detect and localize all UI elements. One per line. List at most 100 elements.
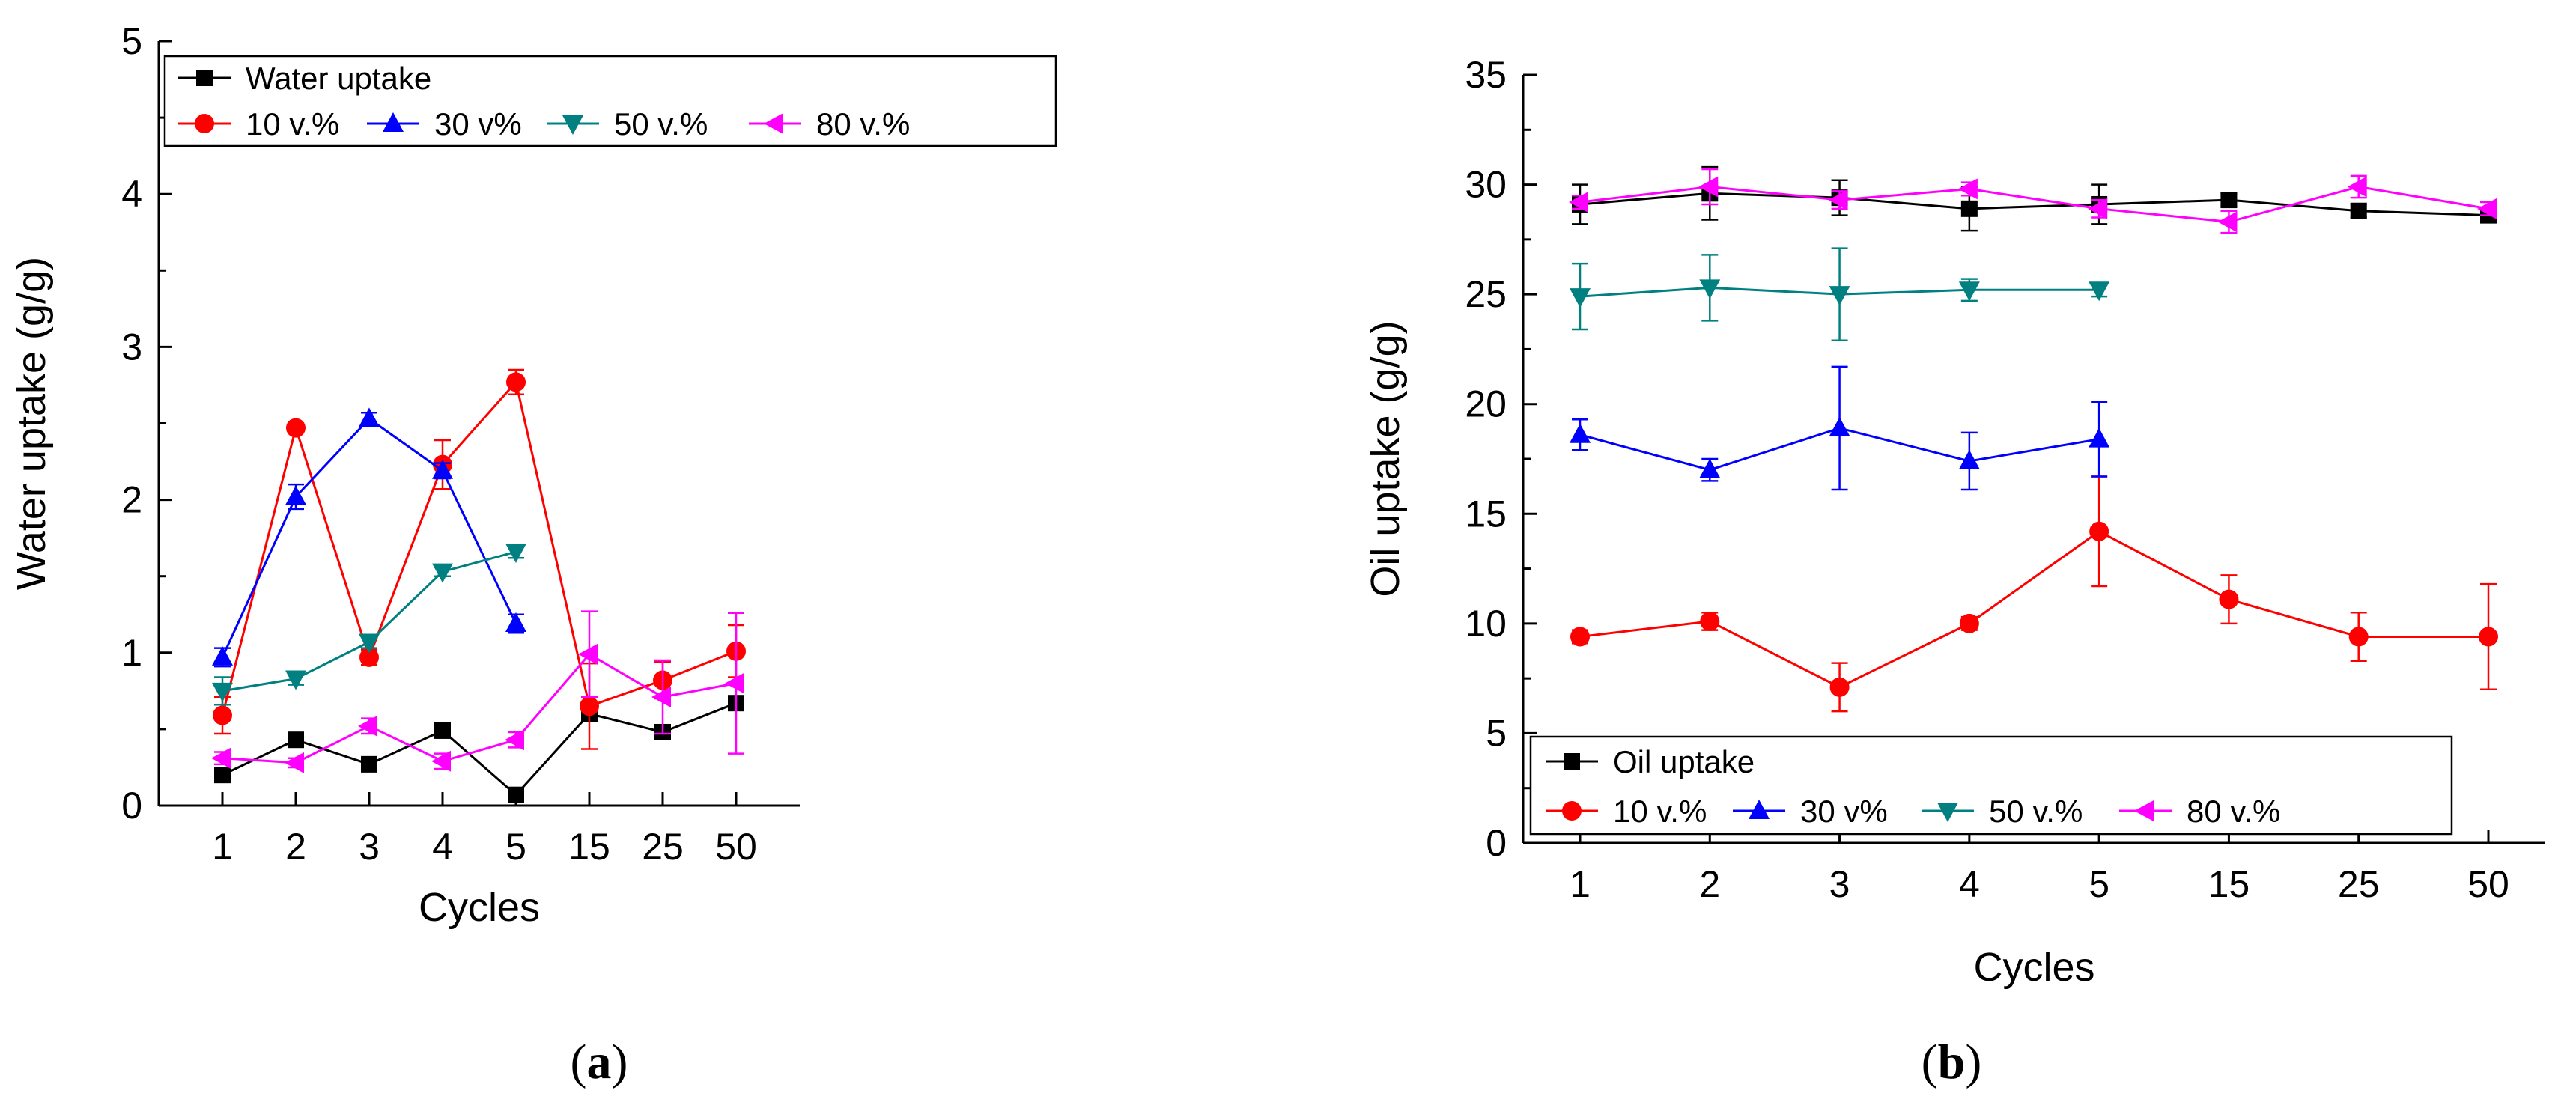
- data-point: [1958, 281, 1980, 302]
- data-point: [2089, 281, 2110, 302]
- legend-marker: [1562, 801, 1582, 821]
- x-tick-label: 2: [1699, 863, 1720, 905]
- x-tick-label: 15: [568, 826, 610, 868]
- legend-label: 50 v.%: [1989, 794, 2083, 829]
- data-point: [2217, 211, 2238, 233]
- legend-box: [163, 55, 1057, 147]
- data-point: [1699, 279, 1721, 299]
- legend: Oil uptake 10 v.% 30 v% 50 v.% 80 v.%: [1529, 735, 2453, 836]
- data-point: [2350, 202, 2367, 219]
- legend-item: 30 v%: [1733, 794, 1888, 829]
- y-tick-label: 2: [121, 479, 142, 521]
- data-point: [580, 696, 599, 716]
- legend-marker: [764, 113, 783, 134]
- legend-label: 80 v.%: [816, 106, 910, 141]
- x-tick-label: 50: [2467, 863, 2509, 905]
- y-axis-title: Water uptake (g/g): [9, 257, 54, 590]
- series-line: [222, 701, 737, 797]
- series-50-v-: [212, 544, 526, 706]
- y-tick-label: 5: [1486, 712, 1507, 754]
- series-30-v-: [1570, 365, 2110, 491]
- series-80-v-: [1569, 168, 2497, 234]
- y-tick-label: 35: [1465, 54, 1507, 96]
- chart-a-water-uptake: 0 1 2 3 4 5 1 2 3 4 5 15 25 50 Cycles Water uptake (g/g…: [9, 20, 1057, 930]
- legend-item: Water uptake: [178, 61, 431, 96]
- legend-item: 30 v%: [367, 106, 522, 141]
- legend-label: 10 v.%: [1613, 794, 1707, 829]
- data-point: [508, 786, 524, 803]
- legend-label: 30 v%: [1800, 794, 1888, 829]
- series-line: [1579, 185, 2489, 223]
- y-tick-label: 3: [121, 326, 142, 368]
- x-tick-label: 3: [359, 826, 380, 868]
- y-tick-label: 1: [121, 632, 142, 674]
- data-point: [1700, 611, 1720, 631]
- x-tick-label: 25: [2338, 863, 2380, 905]
- series-line: [1579, 529, 2488, 689]
- y-tick-label: 5: [121, 20, 142, 62]
- legend-marker: [1749, 800, 1770, 819]
- data-point: [212, 682, 233, 702]
- x-tick-label: 1: [1570, 863, 1591, 905]
- data-point: [359, 633, 380, 654]
- data-point: [505, 544, 526, 564]
- panel-label-b: (b): [1922, 1035, 1982, 1089]
- legend-item: 50 v.%: [547, 106, 708, 141]
- data-point: [651, 687, 671, 708]
- data-point: [2479, 627, 2498, 647]
- x-axis-title: Cycles: [419, 885, 540, 930]
- legend-marker: [1937, 803, 1958, 822]
- legend-marker: [2134, 800, 2154, 821]
- data-point: [1957, 178, 1978, 200]
- data-point: [725, 672, 744, 694]
- y-tick-label: 15: [1465, 493, 1507, 535]
- data-point: [432, 563, 453, 583]
- data-point: [2477, 198, 2497, 219]
- legend-box: [1529, 735, 2453, 836]
- data-point: [2219, 589, 2239, 609]
- data-point: [359, 647, 379, 667]
- x-tick-label: 1: [212, 826, 233, 868]
- data-point: [1829, 677, 1850, 697]
- x-tick-label: 4: [432, 826, 453, 868]
- data-point: [212, 645, 233, 666]
- data-point: [358, 715, 377, 737]
- y-tick-label: 4: [121, 173, 142, 215]
- data-point: [578, 643, 598, 665]
- data-point: [1828, 189, 1848, 211]
- series-line: [1579, 192, 2489, 217]
- data-point: [286, 418, 306, 438]
- data-point: [2089, 427, 2110, 448]
- chart-b-oil-uptake: 0 5 10 15 20 25 30 35 1 2 3 4 5 15 25 50 Cycles Oil uptak…: [1363, 54, 2545, 990]
- data-point: [213, 705, 232, 725]
- legend-label: 30 v%: [434, 106, 522, 141]
- data-point: [285, 485, 306, 505]
- data-point: [1958, 449, 1980, 469]
- legend-item: 10 v.%: [178, 106, 339, 141]
- data-point: [505, 612, 526, 633]
- data-point: [288, 731, 304, 749]
- legend-label: Water uptake: [246, 61, 431, 96]
- data-point: [1569, 192, 1588, 213]
- legend-marker: [1564, 753, 1580, 770]
- data-point: [2088, 198, 2108, 219]
- data-point: [1829, 286, 1850, 306]
- x-tick-label: 15: [2208, 863, 2250, 905]
- series-water-uptake: [214, 695, 744, 803]
- data-point: [214, 767, 231, 784]
- series-line: [221, 417, 517, 658]
- data-point: [2348, 627, 2369, 647]
- x-tick-label: 50: [715, 826, 757, 868]
- series-line: [222, 652, 737, 764]
- legend-marker: [196, 70, 213, 86]
- data-point: [285, 752, 304, 773]
- data-point: [506, 372, 526, 392]
- data-point: [1570, 627, 1590, 647]
- data-point: [1570, 423, 1591, 443]
- legend-label: Oil uptake: [1613, 744, 1755, 779]
- data-point: [1699, 458, 1721, 478]
- legend-marker: [383, 112, 404, 132]
- y-tick-label: 0: [121, 785, 142, 827]
- series-line: [221, 380, 737, 716]
